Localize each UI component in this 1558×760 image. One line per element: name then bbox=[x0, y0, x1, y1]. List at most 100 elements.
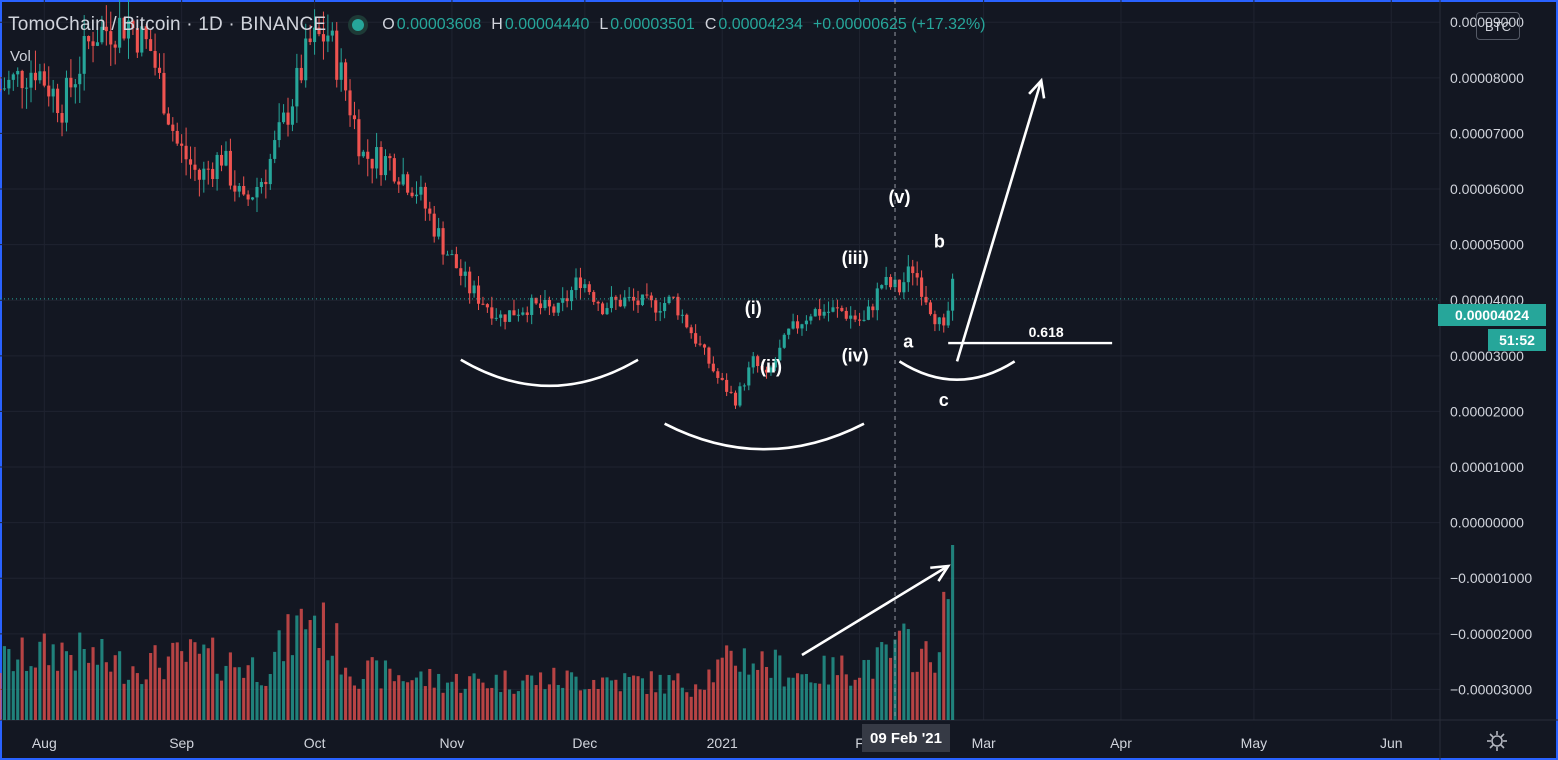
volume-bar bbox=[499, 692, 503, 720]
volume-bar bbox=[42, 633, 46, 720]
candle-body bbox=[122, 17, 126, 39]
candle-body bbox=[313, 27, 317, 43]
settings-gear-icon[interactable] bbox=[1484, 728, 1510, 754]
candle-body bbox=[933, 314, 937, 325]
candle-body bbox=[539, 303, 543, 309]
y-tick-label: 0.00001000 bbox=[1450, 459, 1524, 475]
volume-label[interactable]: Vol bbox=[10, 48, 31, 65]
candle-body bbox=[56, 88, 60, 114]
candle-body bbox=[587, 284, 591, 293]
close-label: C bbox=[704, 16, 717, 33]
candle-body bbox=[787, 328, 791, 335]
candle-body bbox=[671, 296, 676, 298]
candle-body bbox=[809, 316, 813, 321]
candle-body bbox=[153, 50, 157, 68]
candle-body bbox=[915, 273, 919, 278]
candle-body bbox=[432, 213, 436, 237]
volume-bar bbox=[317, 648, 321, 720]
candle-body bbox=[326, 35, 330, 42]
candle-body bbox=[388, 156, 392, 159]
candle-body bbox=[547, 299, 551, 307]
candle-body bbox=[702, 344, 707, 348]
volume-bar bbox=[764, 666, 769, 720]
volume-bar bbox=[135, 673, 139, 720]
candle-body bbox=[188, 159, 193, 165]
candle-body bbox=[109, 31, 113, 45]
candle-body bbox=[756, 356, 760, 367]
candle-body bbox=[454, 254, 458, 269]
volume-bar bbox=[118, 651, 122, 720]
crosshair-date-tag: 09 Feb '21 bbox=[862, 724, 950, 752]
volume-bar bbox=[20, 637, 24, 720]
volume-bar bbox=[822, 655, 826, 720]
candle-body bbox=[530, 297, 534, 315]
candle-body bbox=[516, 314, 520, 316]
candle-body bbox=[645, 294, 649, 296]
candle-body bbox=[113, 44, 117, 48]
candle-body bbox=[689, 327, 693, 334]
open-label: O bbox=[382, 16, 395, 33]
volume-bar bbox=[299, 608, 303, 720]
volume-bar bbox=[56, 670, 60, 720]
symbol-title[interactable]: TomoChain / Bitcoin · 1D · BINANCE bbox=[8, 14, 327, 35]
volume-bar bbox=[561, 687, 565, 720]
wave-label: b bbox=[934, 231, 945, 251]
volume-bar bbox=[468, 676, 472, 720]
candle-body bbox=[561, 298, 565, 303]
currency-button[interactable]: BTC bbox=[1476, 12, 1520, 40]
volume-bar bbox=[38, 641, 42, 720]
candle-body bbox=[583, 284, 587, 289]
volume-bar bbox=[680, 687, 684, 720]
volume-bar bbox=[11, 671, 15, 720]
volume-bar bbox=[95, 664, 100, 720]
candle-body bbox=[928, 302, 933, 315]
volume-bar bbox=[813, 683, 817, 720]
candle-body bbox=[126, 20, 131, 39]
volume-bar bbox=[534, 685, 538, 720]
candle-body bbox=[273, 140, 277, 159]
volume-bar bbox=[104, 662, 108, 720]
volume-bar bbox=[791, 677, 795, 720]
candle-body bbox=[649, 295, 653, 301]
volume-bar bbox=[339, 674, 343, 720]
volume-bar bbox=[277, 630, 281, 720]
x-tick-label: Mar bbox=[972, 735, 996, 751]
volume-bar bbox=[73, 670, 77, 720]
candle-body bbox=[578, 277, 582, 289]
price-projection-arrow bbox=[955, 80, 1043, 362]
volume-bar bbox=[16, 659, 20, 720]
candle-body bbox=[375, 147, 379, 169]
rounded-bottom-arc bbox=[898, 360, 1016, 382]
volume-bar bbox=[397, 675, 401, 720]
volume-bar bbox=[667, 675, 671, 720]
volume-bar bbox=[587, 688, 591, 720]
volume-bar bbox=[78, 632, 82, 720]
volume-bar bbox=[902, 623, 906, 720]
volume-bar bbox=[215, 673, 219, 720]
volume-bar bbox=[140, 684, 144, 720]
volume-bar bbox=[516, 691, 520, 720]
candle-body bbox=[299, 67, 303, 81]
candle-body bbox=[392, 158, 396, 182]
volume-bar bbox=[255, 681, 259, 720]
volume-bar bbox=[782, 686, 786, 720]
candle-body bbox=[290, 106, 294, 125]
volume-bar bbox=[268, 674, 272, 720]
volume-bar bbox=[769, 677, 773, 720]
candle-body bbox=[565, 298, 569, 302]
candle-body bbox=[264, 181, 268, 185]
high-value: 0.00004440 bbox=[504, 16, 590, 33]
candle-body bbox=[135, 28, 139, 53]
candle-body bbox=[215, 154, 219, 180]
volume-bar bbox=[352, 685, 357, 720]
candle-body bbox=[707, 347, 711, 364]
chart-legend: TomoChain / Bitcoin · 1D · BINANCE O 0.00… bbox=[8, 14, 994, 36]
candle-body bbox=[632, 296, 636, 301]
volume-bar bbox=[880, 642, 884, 720]
volume-bar bbox=[570, 672, 574, 720]
volume-bar bbox=[578, 690, 582, 720]
open-value: 0.00003608 bbox=[396, 16, 482, 33]
volume-bar bbox=[193, 642, 197, 720]
volume-bar bbox=[951, 545, 955, 720]
